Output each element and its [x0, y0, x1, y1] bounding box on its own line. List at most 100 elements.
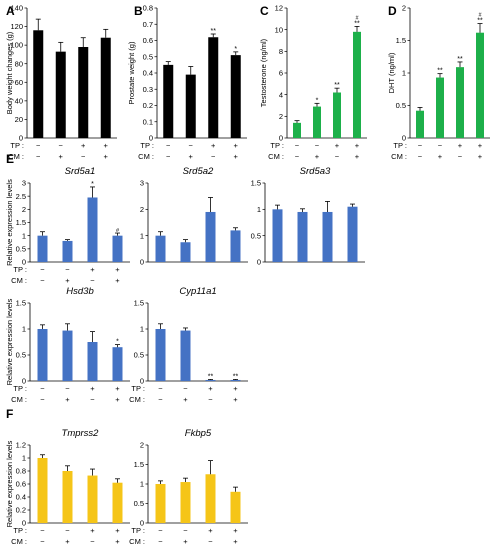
cm-marker: + — [234, 152, 239, 161]
bar — [297, 211, 308, 262]
cm-marker: − — [166, 152, 171, 161]
tp-marker: − — [40, 265, 45, 274]
bar — [208, 37, 219, 138]
cm-marker: − — [90, 276, 95, 285]
bar — [347, 206, 358, 262]
tp-marker: + — [458, 141, 463, 150]
y-tick-label: 1 — [257, 205, 261, 214]
panel-letter-e: E — [6, 152, 14, 166]
cm-marker: + — [183, 395, 188, 404]
y-tick-label: 0 — [279, 134, 283, 143]
bar — [180, 242, 191, 262]
panel-letter-b: B — [134, 4, 143, 18]
tp-marker: − — [295, 141, 300, 150]
cm-marker: + — [355, 152, 360, 161]
bar — [322, 211, 333, 262]
y-tick-label: 120 — [10, 22, 23, 31]
bar — [62, 471, 73, 523]
y-tick-label: 2 — [140, 441, 144, 450]
cm-marker: − — [208, 395, 213, 404]
tp-marker: + — [115, 526, 120, 535]
cm-marker: + — [183, 537, 188, 546]
bar — [180, 482, 191, 523]
cm-marker: + — [115, 395, 120, 404]
tp-marker: − — [40, 384, 45, 393]
y-tick-label: 0 — [22, 377, 26, 386]
panel-letter-f: F — [6, 407, 13, 421]
tp-marker: − — [418, 141, 423, 150]
chart-prostate-weight: 0 0.1 0.2 0.3 0.4 0.5 0.6 0.7 0.8 Prostate weight… — [127, 4, 247, 161]
y-tick-label: 0 — [140, 519, 144, 528]
cm-row-label: CM : — [268, 152, 284, 161]
cm-marker: − — [158, 395, 163, 404]
bar — [272, 209, 283, 262]
cm-marker: − — [40, 537, 45, 546]
tp-marker: + — [90, 384, 95, 393]
chart-title: Cyp11a1 — [179, 286, 216, 297]
significance-marker: ** — [457, 56, 463, 63]
y-tick-label: 0.6 — [16, 480, 26, 489]
tp-row-label: TP : — [270, 141, 284, 150]
y-tick-label: 0 — [140, 258, 144, 267]
cm-marker: − — [81, 152, 86, 161]
tp-marker: − — [166, 141, 171, 150]
cm-row-label: CM : — [138, 152, 154, 161]
bar — [112, 347, 123, 381]
significance-marker: # — [116, 228, 120, 234]
y-tick-label: 0.5 — [396, 101, 406, 110]
tp-marker: + — [81, 141, 86, 150]
y-tick-label: 2 — [140, 205, 144, 214]
cm-marker: + — [65, 537, 70, 546]
tp-marker: − — [183, 526, 188, 535]
y-tick-label: 0.5 — [143, 52, 153, 61]
chart-fkbp5: 0 0.5 1 1.5 2 Fkbp5 TP : CM : − − + + − + − + — [129, 428, 248, 546]
cm-marker: + — [115, 537, 120, 546]
y-tick-label: 0 — [140, 377, 144, 386]
y-tick-label: 3 — [140, 179, 144, 188]
significance-marker: ** — [354, 20, 360, 27]
tp-row-label: TP : — [13, 265, 27, 274]
y-tick-label: 4 — [279, 90, 283, 99]
cm-row-label: CM : — [8, 152, 24, 161]
y-tick-label: 6 — [279, 69, 283, 78]
bar — [230, 55, 241, 138]
y-tick-label: 0 — [22, 258, 26, 267]
cm-row-label: CM : — [11, 537, 27, 546]
bar — [353, 31, 361, 138]
bar — [205, 379, 216, 381]
cm-marker: − — [90, 395, 95, 404]
bar — [155, 484, 166, 523]
y-axis-label: Testosterone (ng/ml) — [259, 38, 268, 107]
tp-row-label: TP : — [10, 141, 24, 150]
bar — [163, 64, 174, 138]
significance-marker: ** — [208, 373, 214, 380]
tp-marker: − — [65, 265, 70, 274]
cm-row-label: CM : — [129, 537, 145, 546]
bar — [155, 235, 166, 262]
bar — [87, 475, 98, 523]
y-tick-label: 1.2 — [16, 441, 26, 450]
y-tick-label: 40 — [15, 96, 23, 105]
tp-marker: − — [315, 141, 320, 150]
cm-marker: + — [315, 152, 320, 161]
y-tick-label: 1.5 — [16, 299, 26, 308]
bar — [230, 379, 241, 381]
y-tick-label: 0 — [402, 134, 406, 143]
y-axis-label: Body weight changes (g) — [5, 31, 14, 114]
y-axis-label: Relative expression levels — [5, 298, 14, 385]
significance-marker: ** — [334, 82, 340, 89]
bar — [230, 230, 241, 262]
y-tick-label: 0.5 — [251, 231, 261, 240]
bar — [185, 74, 196, 138]
y-tick-label: 80 — [15, 59, 23, 68]
cm-marker: + — [478, 152, 483, 161]
tp-marker: + — [211, 141, 216, 150]
significance-marker: ** — [233, 373, 239, 380]
y-tick-label: 1.5 — [134, 299, 144, 308]
tp-row-label: TP : — [13, 526, 27, 535]
y-axis-label: Prostate weight (g) — [127, 41, 136, 104]
